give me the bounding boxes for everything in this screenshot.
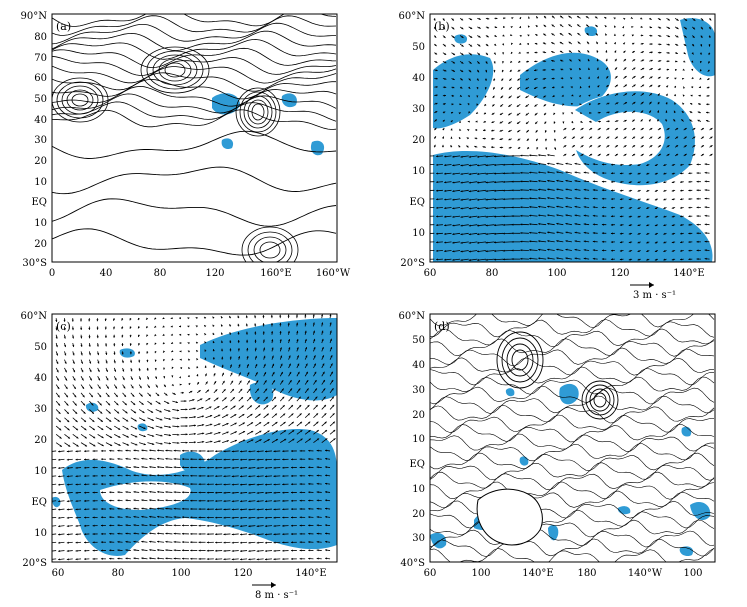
panel-b-x-ticks: 60 80 100 120 140°E	[424, 268, 705, 279]
y-tick-label: 30	[412, 104, 425, 115]
y-tick-label: EQ	[32, 497, 48, 508]
y-tick-label: 30	[34, 404, 47, 415]
x-tick-label: 40	[100, 268, 113, 279]
y-tick-label: 10	[34, 177, 47, 188]
x-tick-label: 80	[112, 568, 125, 579]
y-tick-label: 40	[412, 73, 425, 84]
reference-vector-label: 8 m · s⁻¹	[255, 590, 298, 601]
y-tick-label: 20	[34, 156, 47, 167]
x-tick-label: 160°E	[260, 268, 291, 279]
panel-b-wind-vectors	[430, 15, 713, 262]
panel-b-reference-vector: 3 m · s⁻¹	[630, 282, 676, 301]
panel-a-x-ticks: 0 40 80 120 160°E 160°W	[49, 268, 351, 279]
y-tick-label: 30°S	[22, 258, 47, 269]
y-tick-label: 20	[412, 509, 425, 520]
panel-b-label: (b)	[434, 20, 450, 33]
x-tick-label: 100	[547, 268, 566, 279]
x-tick-label: 140°E	[673, 268, 704, 279]
y-tick-label: EQ	[32, 197, 48, 208]
x-tick-label: 140°W	[628, 568, 663, 579]
x-tick-label: 0	[49, 268, 55, 279]
y-tick-label: 40	[412, 360, 425, 371]
panel-d: (d) 60°N 50 40 30 20 10 EQ 10 20 30 40°S…	[399, 311, 716, 579]
y-tick-label: 10	[412, 228, 425, 239]
panel-a-label: (a)	[56, 20, 71, 33]
x-tick-label: 120	[233, 568, 252, 579]
y-tick-label: 60	[34, 73, 47, 84]
y-tick-label: 20	[412, 135, 425, 146]
x-tick-label: 100	[171, 568, 190, 579]
x-tick-label: 100	[471, 568, 490, 579]
reference-vector-label: 3 m · s⁻¹	[633, 290, 676, 301]
y-tick-label: 20	[34, 435, 47, 446]
y-tick-label: 60°N	[399, 311, 426, 322]
x-tick-label: 80	[154, 268, 167, 279]
y-tick-label: 10	[34, 218, 47, 229]
y-tick-label: 10	[34, 466, 47, 477]
y-tick-label: 60°N	[399, 11, 426, 22]
panel-d-label: (d)	[434, 320, 450, 333]
panel-a-y-ticks: 90°N 80 70 60 50 40 30 20 10 EQ 10 20 30…	[21, 11, 48, 269]
x-tick-label: 100	[683, 568, 702, 579]
panel-c: (c) 60°N 50 40 30 20 10 EQ 10 20°S 60 80…	[21, 311, 338, 601]
x-tick-label: 140°E	[522, 568, 553, 579]
y-tick-label: 50	[412, 335, 425, 346]
y-tick-label: 80	[34, 32, 47, 43]
panel-c-reference-vector: 8 m · s⁻¹	[252, 582, 298, 601]
y-tick-label: 50	[34, 342, 47, 353]
panel-c-x-ticks: 60 80 100 120 140°E	[52, 568, 327, 579]
y-tick-label: 20°S	[400, 258, 425, 269]
x-tick-label: 160°W	[316, 268, 351, 279]
panel-c-shading	[52, 318, 337, 556]
y-tick-label: 30	[412, 385, 425, 396]
panel-a: (a) 90°N 80 70 60 50 40 30 20 10 EQ 10 2…	[21, 11, 351, 279]
australia-landmass	[476, 488, 543, 546]
y-tick-label: 30	[34, 135, 47, 146]
y-tick-label: EQ	[410, 197, 426, 208]
y-tick-label: 20	[412, 410, 425, 421]
panel-d-contours	[430, 314, 715, 562]
y-tick-label: 30	[412, 533, 425, 544]
y-tick-label: 40	[34, 373, 47, 384]
panel-b: (b) 60°N 50 40 30 20 10 EQ 10 20°S 60 80…	[399, 11, 716, 301]
y-tick-label: 10	[412, 166, 425, 177]
x-tick-label: 120	[205, 268, 224, 279]
y-tick-label: 20	[34, 239, 47, 250]
x-tick-label: 60	[424, 268, 437, 279]
panel-c-frame	[51, 313, 338, 563]
y-tick-label: 40	[34, 115, 47, 126]
panel-c-y-ticks: 60°N 50 40 30 20 10 EQ 10 20°S	[21, 311, 48, 569]
panel-d-y-ticks: 60°N 50 40 30 20 10 EQ 10 20 30 40°S	[399, 311, 426, 569]
y-tick-label: 10	[412, 484, 425, 495]
x-tick-label: 140°E	[295, 568, 326, 579]
panel-c-label: (c)	[56, 320, 71, 333]
y-tick-label: 70	[34, 53, 47, 64]
panel-b-y-ticks: 60°N 50 40 30 20 10 EQ 10 20°S	[399, 11, 426, 269]
panel-a-contours	[52, 14, 337, 262]
y-tick-label: 10	[412, 434, 425, 445]
y-tick-label: 90°N	[21, 11, 48, 22]
panel-b-frame	[429, 13, 716, 263]
x-tick-label: 60	[424, 568, 437, 579]
x-tick-label: 120	[610, 268, 629, 279]
panel-c-wind-vectors	[52, 314, 336, 561]
panel-d-x-ticks: 60 100 140°E 180 140°W 100	[424, 568, 703, 579]
y-tick-label: 50	[412, 42, 425, 53]
panel-b-shading	[433, 18, 715, 262]
y-tick-label: 40°S	[400, 558, 425, 569]
x-tick-label: 180	[577, 568, 596, 579]
y-tick-label: EQ	[410, 459, 426, 470]
y-tick-label: 20°S	[22, 558, 47, 569]
x-tick-label: 80	[486, 268, 499, 279]
x-tick-label: 60	[52, 568, 65, 579]
panel-d-frame	[429, 313, 716, 563]
panel-a-frame	[51, 13, 338, 263]
y-tick-label: 10	[34, 528, 47, 539]
y-tick-label: 60°N	[21, 311, 48, 322]
y-tick-label: 50	[34, 94, 47, 105]
